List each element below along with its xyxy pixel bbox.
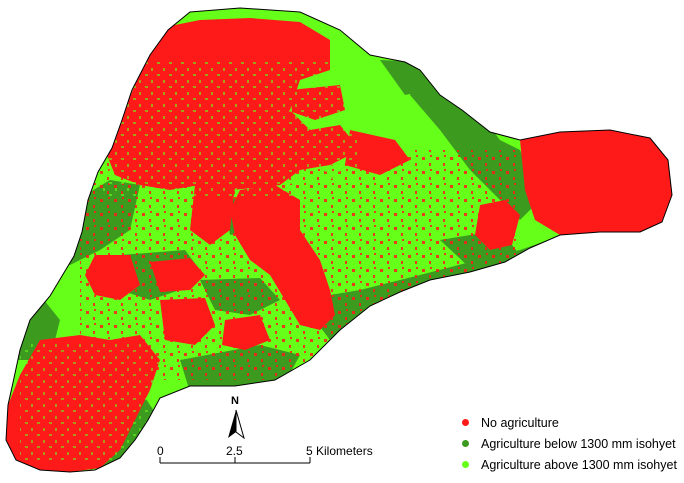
legend-item-no-agriculture: No agriculture — [462, 412, 677, 433]
legend-label: Agriculture above 1300 mm isohyet — [481, 457, 677, 472]
green-speckle-texture — [100, 60, 360, 200]
legend-item-ag-above: Agriculture above 1300 mm isohyet — [462, 454, 677, 475]
legend-label: No agriculture — [481, 415, 559, 430]
island-coastline — [5, 7, 673, 473]
scale-bar — [159, 457, 311, 464]
legend-swatch-dark-green — [462, 440, 469, 447]
green-speckle-texture-south — [20, 340, 160, 460]
legend-item-ag-below: Agriculture below 1300 mm isohyet — [462, 433, 677, 454]
north-label: N — [231, 395, 239, 407]
scale-label-0: 0 — [157, 444, 164, 458]
legend: No agriculture Agriculture below 1300 mm… — [462, 412, 677, 475]
legend-swatch-red — [462, 419, 469, 426]
legend-swatch-light-green — [462, 461, 469, 468]
north-arrow-icon — [228, 409, 245, 440]
scale-label-2-5: 2.5 — [226, 444, 243, 458]
scale-label-5: 5 Kilometers — [306, 444, 373, 458]
legend-label: Agriculture below 1300 mm isohyet — [481, 436, 676, 451]
